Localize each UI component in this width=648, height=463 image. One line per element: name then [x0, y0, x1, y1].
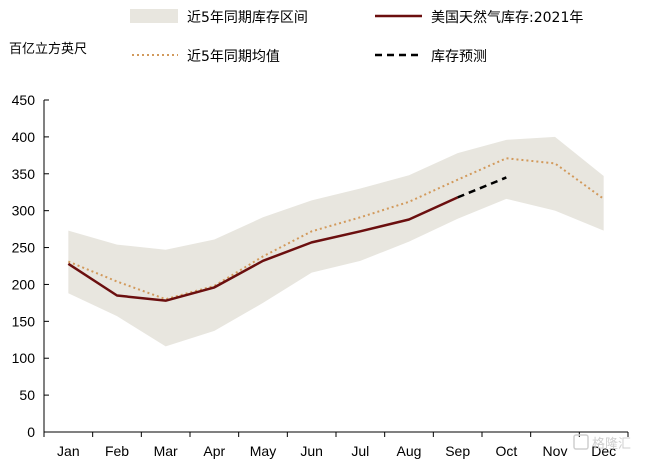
x-tick-label-aug: Aug: [397, 443, 422, 459]
x-tick-label-jun: Jun: [300, 443, 323, 459]
legend-label-range: 近5年同期库存区间: [187, 10, 308, 26]
y-axis-unit-label: 百亿立方英尺: [9, 41, 87, 57]
x-tick-label-apr: Apr: [203, 443, 225, 459]
x-tick-label-sep: Sep: [445, 443, 470, 459]
series-forecast-line: [457, 176, 507, 199]
series-2021-line: [67, 196, 459, 302]
legend-item-2021: 美国天然气库存:2021年: [375, 9, 583, 26]
y-tick-label-150: 150: [12, 313, 36, 329]
x-tick-label-oct: Oct: [495, 443, 517, 459]
x-tick-label-dec: Dec: [591, 443, 616, 459]
x-tick-label-jan: Jan: [57, 443, 80, 459]
range-band: [68, 136, 604, 347]
y-tick-label-400: 400: [12, 129, 36, 145]
x-tick-label-may: May: [250, 443, 276, 459]
legend-label-forecast: 库存预测: [431, 49, 487, 65]
legend-label-2021: 美国天然气库存:2021年: [431, 9, 583, 26]
y-tick-label-300: 300: [12, 203, 36, 219]
x-tick-label-mar: Mar: [154, 443, 178, 459]
y-tick-label-450: 450: [12, 92, 36, 108]
y-tick-label-250: 250: [12, 240, 36, 256]
y-tick-label-0: 0: [27, 424, 35, 440]
legend-label-average: 近5年同期均值: [187, 49, 280, 65]
legend-swatch-range: [130, 9, 178, 23]
watermark-text: 格隆汇: [592, 436, 631, 452]
legend-item-range: 近5年同期库存区间: [130, 9, 308, 26]
plot-area: 0 50 100 150 200 250 300 350 400 450 Jan Feb Mar Apr M…: [12, 92, 629, 459]
x-tick-label-feb: Feb: [105, 443, 129, 459]
y-tick-label-200: 200: [12, 276, 36, 292]
y-tick-label-100: 100: [12, 350, 36, 366]
y-tick-label-350: 350: [12, 166, 36, 182]
y-tick-label-50: 50: [19, 387, 35, 403]
x-tick-label-jul: Jul: [351, 443, 369, 459]
watermark-logo: [573, 434, 589, 450]
legend-item-average: 近5年同期均值: [132, 49, 280, 65]
watermark: 格隆汇: [573, 434, 631, 452]
x-tick-label-nov: Nov: [543, 443, 568, 459]
series-average-line: [67, 157, 605, 301]
legend: 近5年同期库存区间 美国天然气库存:2021年 近5年同期均值 库存预测: [130, 9, 583, 65]
legend-item-forecast: 库存预测: [375, 49, 487, 65]
